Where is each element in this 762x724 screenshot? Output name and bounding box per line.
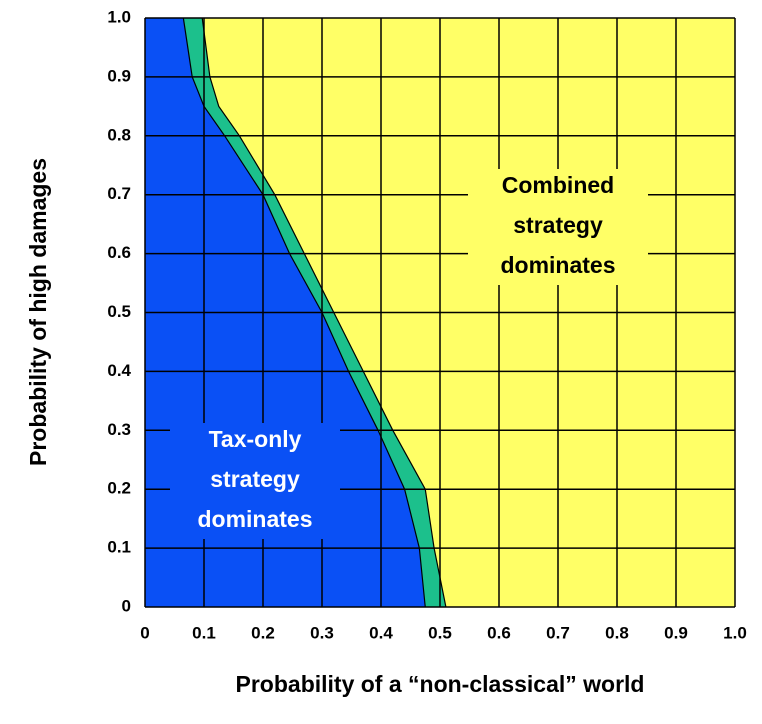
y-tick-label: 0.4 bbox=[107, 361, 131, 380]
y-tick-label: 0.5 bbox=[107, 302, 131, 321]
annotation-background bbox=[170, 423, 340, 539]
y-tick-label: 0.3 bbox=[107, 420, 131, 439]
y-tick-label: 0.2 bbox=[107, 479, 131, 498]
x-tick-label: 0.8 bbox=[605, 623, 629, 642]
boundary-line bbox=[182, 17, 426, 608]
y-tick-label: 0 bbox=[122, 596, 131, 615]
annotation: strategy bbox=[513, 212, 603, 238]
y-tick-label: 0.8 bbox=[107, 125, 131, 144]
x-tick-label: 0.2 bbox=[251, 623, 275, 642]
x-tick-label: 0 bbox=[140, 623, 149, 642]
boundary-line bbox=[201, 17, 447, 608]
x-tick-label: 0.9 bbox=[664, 623, 688, 642]
y-tick-label: 1.0 bbox=[107, 7, 131, 26]
x-tick-label: 0.7 bbox=[546, 623, 570, 642]
y-tick-label: 0.6 bbox=[107, 243, 131, 262]
annotation: dominates bbox=[197, 506, 312, 532]
x-tick-label: 1.0 bbox=[723, 623, 747, 642]
annotation: dominates bbox=[500, 252, 615, 278]
x-tick-label: 0.6 bbox=[487, 623, 511, 642]
x-tick-label: 0.3 bbox=[310, 623, 334, 642]
x-axis-title: Probability of a “non-classical” world bbox=[236, 671, 645, 697]
x-tick-label: 0.4 bbox=[369, 623, 393, 642]
annotation-background bbox=[468, 169, 648, 285]
y-tick-label: 0.9 bbox=[107, 66, 131, 85]
y-tick-label: 0.7 bbox=[107, 184, 131, 203]
y-tick-label: 0.1 bbox=[107, 538, 131, 557]
x-tick-label: 0.5 bbox=[428, 623, 452, 642]
annotation: strategy bbox=[210, 466, 300, 492]
y-axis-title: Probability of high damages bbox=[25, 158, 51, 466]
x-tick-label: 0.1 bbox=[192, 623, 216, 642]
annotation: Combined bbox=[502, 172, 614, 198]
annotation: Tax-only bbox=[209, 426, 302, 452]
